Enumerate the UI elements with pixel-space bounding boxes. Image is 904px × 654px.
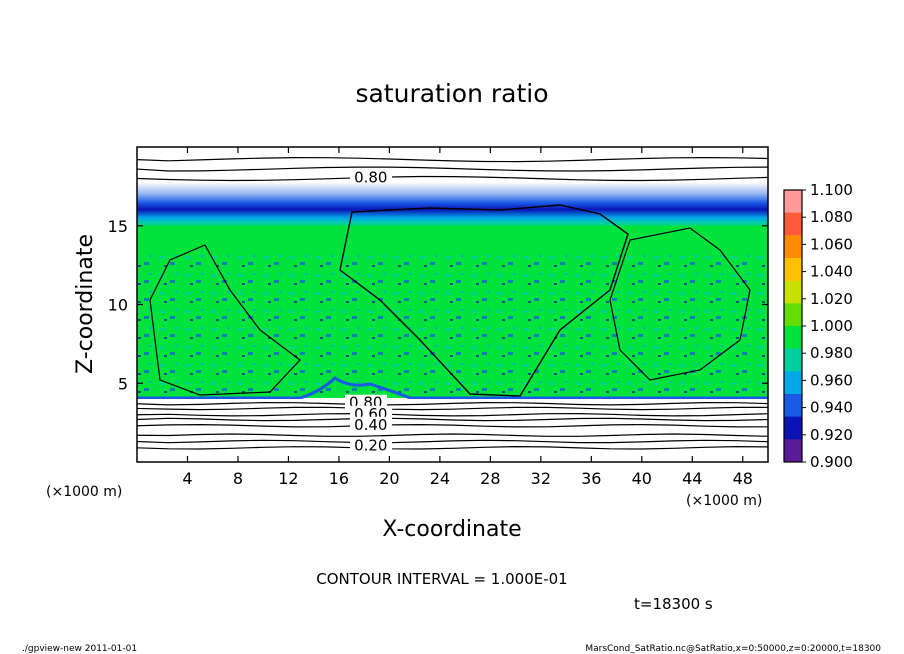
y-axis: 5 10 15 [108,217,768,393]
cloud-contour-left [149,244,301,396]
colorbar-tick-label-3: 1.040 [810,263,853,281]
contour-label-bg-4 [350,437,393,452]
isoline-low-6 [137,406,768,411]
colorbar-segment-9 [784,394,802,418]
isoline-high-2 [137,156,768,163]
cloud-contour-dome [339,204,629,397]
colorbar-segment-7 [784,348,802,372]
y-tick-label-1: 10 [108,296,128,315]
x-tick-label-5: 24 [430,469,450,488]
x-tick-label-2: 12 [278,469,298,488]
x-axis: 4 8 12 16 20 24 28 32 36 40 44 48 [182,147,753,488]
colorbar-tick-label-0: 1.100 [810,181,853,199]
isoline-low-2 [137,433,768,437]
contour-label-bg-1 [345,394,388,409]
time-label: t=18300 s [634,595,713,613]
contour-label-3: 0.40 [354,416,387,434]
x-tick-label-9: 40 [632,469,652,488]
colorbar-segment-2 [784,235,802,259]
contour-label-0: 0.80 [354,169,387,187]
y-tick-label-0: 5 [118,374,128,393]
x-tick-label-10: 44 [682,469,702,488]
colorbar-tick-label-5: 1.000 [810,317,853,335]
low-saturation-boundary [137,376,768,400]
chart-title: saturation ratio [355,79,548,108]
colorbar-segment-8 [784,371,802,395]
isolines [137,156,768,450]
x-tick-label-8: 36 [581,469,601,488]
colorbar-tick-label-2: 1.060 [810,235,853,253]
footer-right: MarsCond_SatRatio.nc@SatRatio,x=0:50000,… [585,644,881,654]
colorbar-tick-label-1: 1.080 [810,208,853,226]
x-tick-label-11: 48 [733,469,753,488]
x-unit-label-right: (×1000 m) [686,493,762,509]
colorbar-segment-6 [784,326,802,350]
subsaturated-speckles [137,250,768,398]
contour-label-bg-0 [350,169,393,184]
top-dry-band [137,182,768,228]
x-tick-label-3: 16 [329,469,349,488]
colorbar-segment-10 [784,416,802,440]
isoline-low-7 [137,401,768,406]
contour-labels: 0.800.800.600.400.20 [345,169,393,454]
isoline-low-4 [137,417,768,422]
contour-label-4: 0.20 [354,436,387,454]
y-axis-label: Z-coordinate [73,234,98,374]
colorbar: 1.100 1.080 1.060 1.040 1.020 1.000 0.980 0.960… [783,181,853,471]
y-tick-label-2: 15 [108,217,128,236]
colorbar-tick-label-9: 0.920 [810,426,853,444]
colorbar-segment-4 [784,280,802,304]
x-tick-label-6: 28 [480,469,500,488]
contour-interval-label: CONTOUR INTERVAL = 1.000E-01 [316,570,567,588]
colorbar-segment-5 [784,303,802,327]
footer-left: ./gpview-new 2011-01-01 [22,644,137,654]
cloud-contour-right [609,227,751,381]
colorbar-tick-label-4: 1.020 [810,290,853,308]
colorbar-segment-3 [784,258,802,282]
isoline-low-1 [137,439,768,444]
colorbar-segment-11 [784,439,802,463]
lower-dry-layer [137,399,768,462]
isoline-low-3 [137,423,768,428]
x-tick-label-0: 4 [182,469,192,488]
colorbar-segment-1 [784,212,802,236]
plot-area [137,147,768,462]
contour-label-bg-2 [350,405,393,420]
colorbar-tick-label-7: 0.960 [810,371,853,389]
isoline-high-1 [137,166,768,172]
x-tick-label-7: 32 [531,469,551,488]
colorbar-tick-label-6: 0.980 [810,344,853,362]
isoline-low-0 [137,445,768,450]
colorbar-tick-label-10: 0.900 [810,453,853,471]
colorbar-tick-label-8: 0.940 [810,399,853,417]
isoline-low-5 [137,412,768,417]
isoline-high-0 [137,175,768,182]
contour-label-bg-3 [350,416,393,431]
x-axis-label: X-coordinate [382,517,521,542]
x-tick-label-1: 8 [233,469,243,488]
x-tick-label-4: 20 [379,469,399,488]
x-unit-label-left: (×1000 m) [46,484,122,500]
colorbar-segment-0 [784,190,802,214]
